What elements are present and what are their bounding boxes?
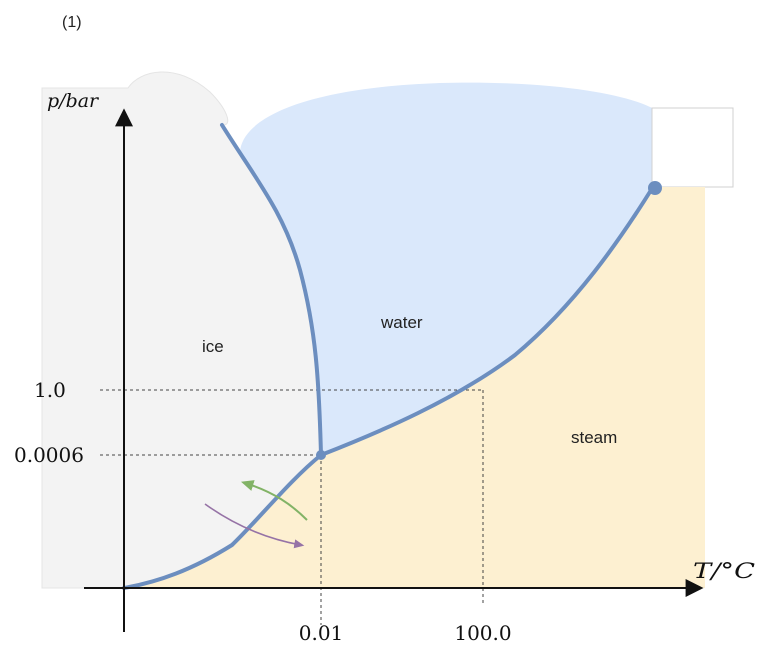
water-label: water [380,313,423,332]
steam-label: steam [571,428,617,447]
steam-region [124,187,705,588]
triple-point [316,450,326,460]
vaporization-curve [319,185,655,457]
water-region [240,82,733,456]
melting-curve [220,123,323,457]
x-axis-label: T/°C [693,559,755,583]
x-tick-second: 100.0 [454,621,511,645]
critical-point [648,181,662,195]
y-axis-label: p/bar [47,90,100,112]
figure-label: (1) [62,14,82,31]
critical-box [651,107,734,188]
y-tick-high: 1.0 [34,378,66,402]
purple-arrow [204,503,305,549]
green-arrow [240,480,308,521]
x-tick-first: 0.01 [299,621,344,645]
sublimation-curve [122,453,323,590]
ice-label: ice [202,337,224,356]
y-tick-low: 0.0006 [14,443,84,467]
